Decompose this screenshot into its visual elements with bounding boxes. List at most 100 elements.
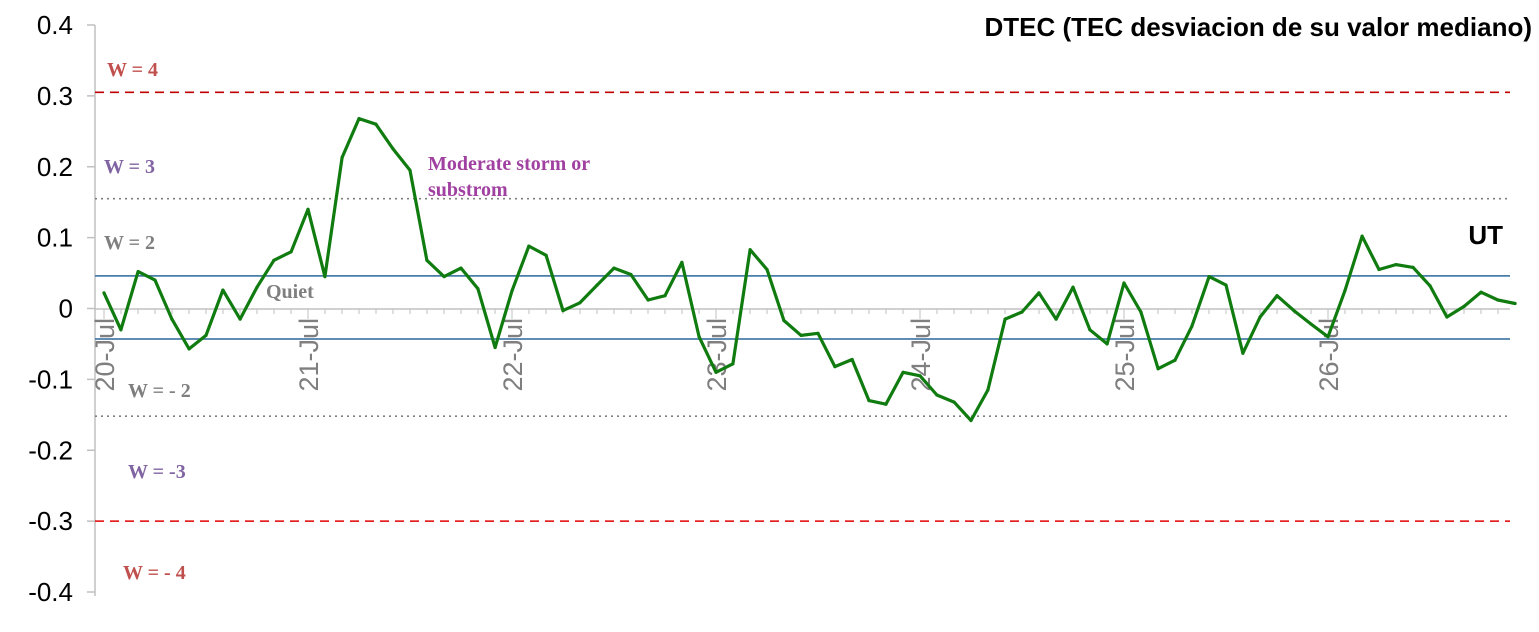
annotation-label: W = 4 <box>107 59 158 81</box>
data-point <box>833 365 837 369</box>
reference-lines <box>95 91 1510 522</box>
data-point <box>136 270 140 274</box>
x-tick-labels: 20-Jul 21-Jul 22-Jul 23-Jul 24-Jul 25-Jul 26-J… <box>90 318 1344 392</box>
data-point <box>1394 263 1398 267</box>
y-tick-label: -0.2 <box>28 435 73 465</box>
data-point <box>1020 310 1024 314</box>
data-point <box>731 362 735 366</box>
data-point <box>1139 310 1143 314</box>
data-point <box>204 333 208 337</box>
data-point <box>1377 267 1381 272</box>
data-point <box>476 287 480 291</box>
data-point <box>527 244 531 248</box>
data-point <box>663 294 667 298</box>
data-point <box>1207 275 1211 279</box>
data-point <box>935 393 939 397</box>
data-point <box>629 272 633 277</box>
y-tick-label: -0.1 <box>28 364 73 394</box>
data-point <box>969 418 973 423</box>
data-point <box>374 122 378 126</box>
data-point <box>221 288 225 292</box>
x-tick-label: 22-Jul <box>498 318 528 392</box>
data-point <box>493 345 497 350</box>
data-point <box>102 291 106 295</box>
y-tick-label: 0.1 <box>37 223 73 253</box>
data-point <box>1088 328 1092 332</box>
data-point <box>1071 285 1075 289</box>
data-point <box>391 147 395 151</box>
data-point <box>1241 351 1245 355</box>
data-point <box>561 309 565 313</box>
data-point <box>748 248 752 252</box>
y-tick-label: 0.4 <box>37 10 73 40</box>
annotation-label: W = 2 <box>104 232 155 254</box>
data-point <box>1122 281 1126 285</box>
data-point <box>697 335 701 339</box>
data-point <box>1190 324 1194 328</box>
data-point <box>306 207 310 211</box>
annotation-label: W = - 2 <box>128 380 191 402</box>
series-line <box>102 116 1516 423</box>
data-point <box>799 333 803 337</box>
data-point <box>1275 294 1279 298</box>
y-tick-label: 0.3 <box>37 81 73 111</box>
annotations: W = 4 W = 3 Moderate storm or substrom W = 2… <box>104 59 590 584</box>
data-point <box>1224 283 1228 287</box>
data-point <box>765 267 769 272</box>
data-point <box>340 155 344 160</box>
data-point <box>408 168 412 172</box>
data-point <box>510 289 514 293</box>
data-point <box>1105 342 1109 346</box>
data-point <box>1037 291 1041 295</box>
data-point <box>1173 358 1177 362</box>
data-point <box>884 402 888 406</box>
y-tick-label: -0.3 <box>28 506 73 536</box>
data-point <box>1360 234 1364 238</box>
data-point <box>119 328 123 332</box>
y-tick-marks <box>87 24 95 593</box>
x-tick-label: 25-Jul <box>1110 318 1140 392</box>
annotation-label: Quiet <box>266 281 314 303</box>
data-point <box>952 400 956 404</box>
x-tick-marks <box>103 309 1499 319</box>
series-group <box>102 116 1517 423</box>
data-point <box>459 266 463 270</box>
data-point <box>867 399 871 403</box>
annotation-label: W = 3 <box>104 156 155 178</box>
data-point <box>357 117 361 121</box>
data-point <box>595 283 599 287</box>
annotation-label: substrom <box>428 179 508 201</box>
data-point <box>850 357 854 362</box>
data-point <box>1343 289 1347 293</box>
data-point <box>1326 335 1330 339</box>
data-point <box>1513 301 1517 306</box>
data-point <box>323 275 327 279</box>
data-point <box>153 278 157 282</box>
annotation-label: W = - 4 <box>123 562 186 584</box>
data-point <box>1003 317 1007 321</box>
annotation-label: Moderate storm or <box>428 153 590 175</box>
data-point <box>612 266 616 270</box>
y-tick-label: 0.2 <box>37 152 73 182</box>
data-point <box>272 258 276 262</box>
x-tick-label: 21-Jul <box>294 318 324 392</box>
data-point <box>918 374 922 378</box>
data-point <box>255 285 259 289</box>
data-point <box>442 275 446 279</box>
data-point <box>1292 309 1296 313</box>
data-point <box>1411 265 1415 269</box>
data-point <box>986 388 990 392</box>
data-point <box>1428 284 1432 288</box>
data-point <box>1054 317 1058 321</box>
data-point <box>170 317 174 321</box>
data-point <box>816 331 820 335</box>
data-point <box>1445 315 1449 319</box>
data-point <box>1309 322 1313 326</box>
data-point <box>1156 367 1160 371</box>
data-point <box>714 370 718 374</box>
x-tick-label: 24-Jul <box>906 318 936 392</box>
data-point <box>901 370 905 374</box>
data-point <box>1462 304 1466 308</box>
y-tick-labels: 0.4 0.3 0.2 0.1 0 -0.1 -0.2 -0.3 -0.4 <box>28 10 73 607</box>
data-point <box>646 298 650 302</box>
